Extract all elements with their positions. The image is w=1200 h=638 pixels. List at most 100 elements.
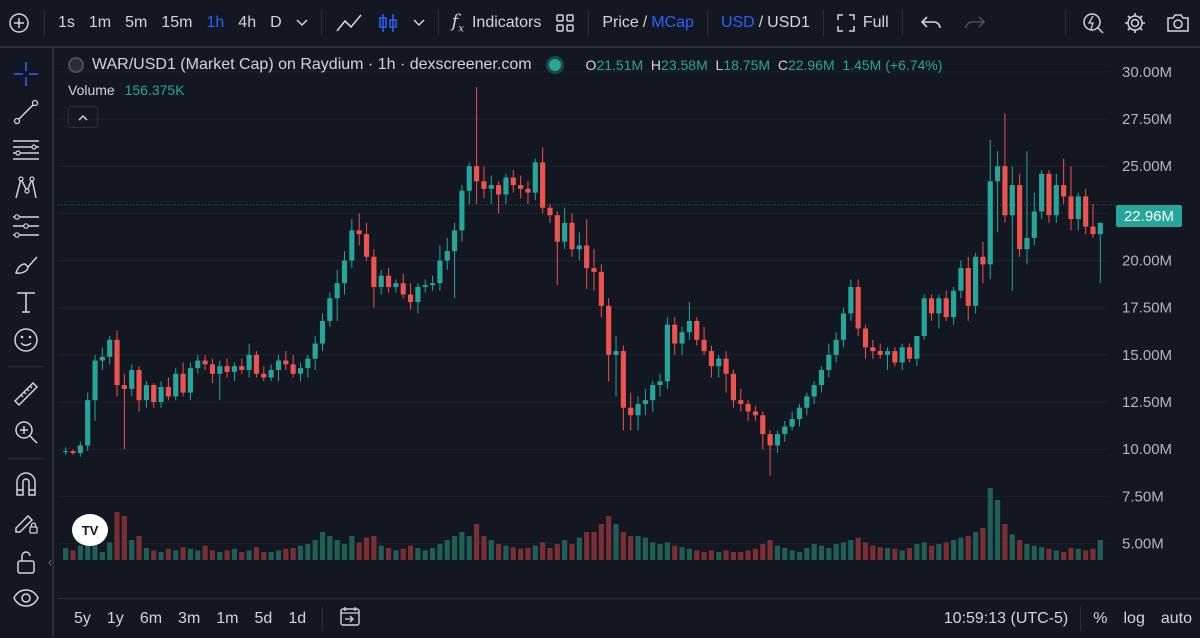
pattern-tool-button[interactable] <box>10 172 42 204</box>
brush-tool-button[interactable] <box>10 248 42 280</box>
interval-1s[interactable]: 1s <box>58 14 75 31</box>
line-chart-type-button[interactable] <box>328 0 370 46</box>
candle-body <box>400 283 406 295</box>
layout-button[interactable] <box>548 0 582 46</box>
zoom-tool-button[interactable] <box>10 416 42 448</box>
volume-bar <box>635 536 641 560</box>
volume-bar <box>532 545 538 560</box>
interval-1h[interactable]: 1h <box>206 14 225 31</box>
mcap-label: MCap <box>651 14 694 31</box>
trend-line-icon <box>13 99 39 125</box>
undo-icon <box>920 16 941 29</box>
measure-tool-button[interactable] <box>10 378 42 410</box>
volume-bar <box>826 548 832 560</box>
volume-bar <box>496 544 502 560</box>
volume-bar <box>422 550 428 560</box>
volume-bar <box>951 540 957 560</box>
interval-4h[interactable]: 4h <box>238 14 257 31</box>
quick-search-button[interactable] <box>1072 0 1114 46</box>
collapse-sidebar-icon[interactable]: ‹ <box>48 555 52 569</box>
price-axis-label: 25.00M <box>1122 158 1172 175</box>
volume-bar <box>943 542 949 560</box>
usd1-label: USD1 <box>767 14 810 31</box>
divider <box>8 366 44 367</box>
candle-body <box>268 369 274 378</box>
redo-icon <box>964 16 985 29</box>
tradingview-logo[interactable]: TV <box>72 514 108 546</box>
volume-bar <box>143 548 149 560</box>
candle-body <box>657 381 663 386</box>
range-1m[interactable]: 1m <box>216 609 239 627</box>
candle-body <box>85 400 91 446</box>
collapse-legend-button[interactable] <box>68 106 98 128</box>
lock-drawing-button[interactable] <box>10 506 42 538</box>
log-scale-button[interactable]: log <box>1123 609 1145 627</box>
percent-scale-button[interactable]: % <box>1093 609 1108 627</box>
volume-bar <box>1083 550 1089 560</box>
clock-timezone[interactable]: 10:59:13 (UTC-5) <box>943 609 1069 627</box>
interval-1m[interactable]: 1m <box>88 14 112 31</box>
candle-body <box>63 451 69 453</box>
auto-scale-button[interactable]: auto <box>1160 609 1192 627</box>
indicators-label: Indicators <box>471 14 542 31</box>
candles-chart-type-button[interactable] <box>370 0 406 46</box>
interval-15m[interactable]: 15m <box>161 14 193 31</box>
redo-button[interactable] <box>953 0 997 46</box>
range-5y[interactable]: 5y <box>74 609 91 627</box>
volume-bar <box>980 528 986 560</box>
currency-toggle[interactable]: USD / USD1 <box>714 0 817 46</box>
range-3m[interactable]: 3m <box>178 609 201 627</box>
candle-body <box>363 234 370 257</box>
candle-body <box>327 298 333 321</box>
volume-bar <box>151 550 157 560</box>
range-1d[interactable]: 1d <box>288 609 307 627</box>
prediction-tool-button[interactable] <box>10 210 42 242</box>
chart-type-dropdown-button[interactable] <box>406 0 432 46</box>
chevron-down-icon <box>296 19 308 27</box>
volume-bar <box>378 545 384 560</box>
candle-body <box>804 396 810 408</box>
price-mcap-toggle[interactable]: Price / MCap <box>595 0 701 46</box>
volume-bar <box>297 545 304 560</box>
interval-5m[interactable]: 5m <box>125 14 148 31</box>
range-5d[interactable]: 5d <box>254 609 273 627</box>
candle-body <box>892 351 898 363</box>
candle-body <box>848 286 854 314</box>
text-tool-button[interactable] <box>10 286 42 318</box>
volume-bar <box>224 550 230 560</box>
volume-bar <box>253 547 260 560</box>
go-to-date-button[interactable] <box>331 605 369 632</box>
screenshot-button[interactable] <box>1156 0 1200 46</box>
fullscreen-button[interactable]: Full <box>830 0 896 46</box>
full-label: Full <box>862 14 889 31</box>
range-6m[interactable]: 6m <box>139 609 163 627</box>
volume-bar <box>356 542 362 560</box>
candle-body <box>965 268 971 306</box>
magnet-tool-button[interactable] <box>10 468 42 500</box>
price-chart[interactable]: 30.00M27.50M25.00M22.50M20.00M17.50M15.0… <box>58 48 1200 561</box>
volume-bar <box>995 500 1001 560</box>
range-1y[interactable]: 1y <box>106 609 124 627</box>
candle-body <box>686 320 692 333</box>
candle-body <box>958 268 964 291</box>
hide-drawings-button[interactable] <box>10 582 42 614</box>
add-symbol-button[interactable] <box>0 0 38 46</box>
gear-icon <box>1125 13 1145 33</box>
emoji-tool-button[interactable] <box>10 324 42 356</box>
symbol-logo-icon <box>68 57 84 73</box>
indicators-button[interactable]: fx Indicators <box>445 0 549 46</box>
fib-tool-button[interactable] <box>10 134 42 166</box>
volume-bar <box>407 545 414 560</box>
settings-button[interactable] <box>1114 0 1156 46</box>
candle-body <box>92 360 98 401</box>
fullscreen-icon <box>837 14 855 32</box>
lock-all-button[interactable] <box>10 546 42 578</box>
interval-dropdown-button[interactable] <box>289 0 315 46</box>
trend-line-tool-button[interactable] <box>10 96 42 128</box>
undo-button[interactable] <box>909 0 953 46</box>
interval-D[interactable]: D <box>270 14 282 31</box>
volume-bar <box>899 550 905 560</box>
volume-bar <box>70 550 76 560</box>
crosshair-tool-button[interactable] <box>10 58 42 90</box>
candle-body <box>877 351 883 355</box>
